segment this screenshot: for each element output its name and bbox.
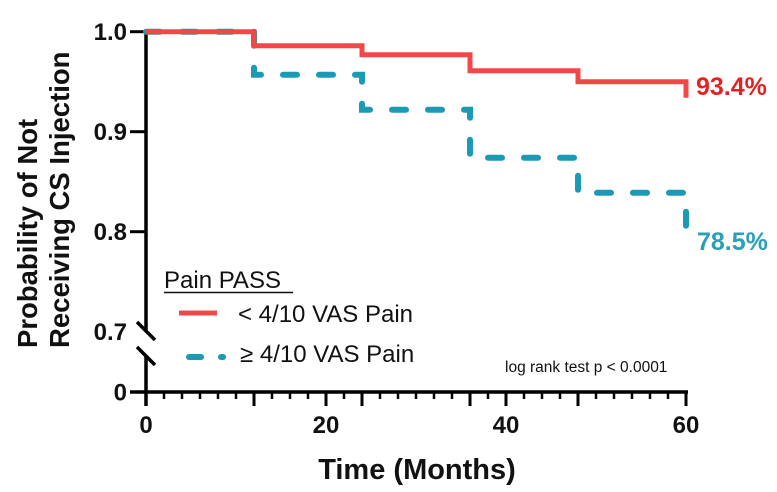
y-axis-title-line-2: Receiving CS Injection bbox=[44, 52, 75, 348]
x-tick-label: 0 bbox=[139, 412, 152, 439]
x-axis-title: Time (Months) bbox=[318, 454, 516, 486]
series-gte-4-vas-curve bbox=[143, 28, 689, 250]
x-tick-label: 20 bbox=[313, 412, 340, 439]
y-tick-label: 0.7 bbox=[94, 319, 127, 346]
y-tick-label: 0.8 bbox=[94, 219, 127, 246]
y-axis-break-mark-upper bbox=[135, 320, 157, 342]
log-rank-annotation: log rank test p < 0.0001 bbox=[505, 359, 667, 376]
series-lt-4-vas-end-label: 93.4% bbox=[696, 73, 767, 101]
y-tick-label: 0.9 bbox=[94, 119, 127, 146]
legend-entry-gte-4-vas: ≥ 4/10 VAS Pain bbox=[240, 341, 414, 368]
axes: 1.0 0.9 0.8 0.7 0 0 20 40 60 bbox=[94, 19, 700, 439]
y-tick-label: 0 bbox=[114, 380, 127, 407]
x-ticks bbox=[144, 392, 688, 406]
y-axis-title-line-1: Probability of Not bbox=[12, 119, 43, 348]
y-axis-break-mark-lower bbox=[135, 345, 157, 367]
series-gte-4-vas-end-label: 78.5% bbox=[697, 228, 768, 256]
x-tick-label: 60 bbox=[673, 412, 700, 439]
y-tick-labels: 1.0 0.9 0.8 0.7 0 bbox=[94, 19, 127, 406]
legend-title: Pain PASS bbox=[164, 267, 281, 294]
x-tick-labels: 0 20 40 60 bbox=[139, 412, 699, 439]
y-axis-title: Probability of Not Receiving CS Injectio… bbox=[12, 52, 75, 348]
y-ticks bbox=[130, 30, 146, 394]
x-tick-label: 40 bbox=[493, 412, 520, 439]
legend: Pain PASS < 4/10 VAS Pain ≥ 4/10 VAS Pai… bbox=[164, 267, 414, 368]
series-lt-4-vas-curve bbox=[146, 29, 689, 98]
y-tick-label: 1.0 bbox=[94, 19, 127, 46]
legend-entry-lt-4-vas: < 4/10 VAS Pain bbox=[238, 301, 413, 328]
